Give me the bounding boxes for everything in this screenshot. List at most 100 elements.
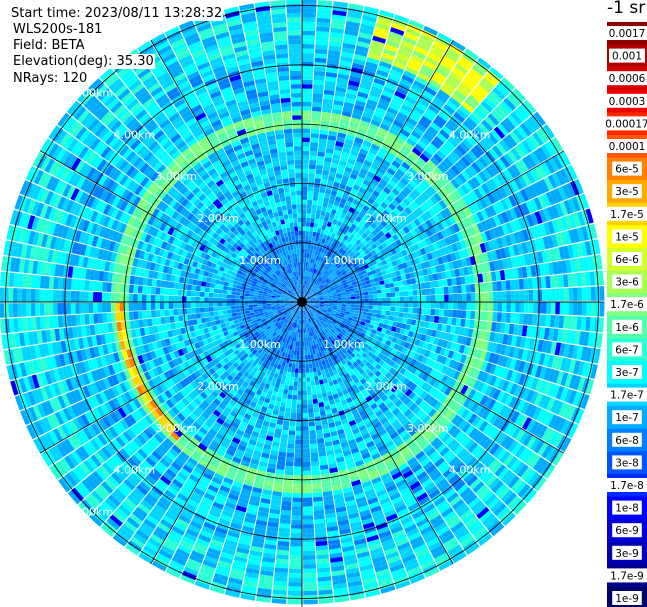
- range-bin: [307, 190, 314, 196]
- range-bin: [366, 315, 372, 321]
- range-bin: [451, 202, 460, 213]
- range-bin: [355, 298, 360, 302]
- range-bin: [313, 407, 320, 413]
- range-bin: [448, 294, 454, 302]
- range-bin: [559, 302, 565, 315]
- range-bin: [388, 127, 400, 136]
- range-bin: [371, 229, 378, 237]
- range-bin: [307, 195, 313, 201]
- range-bin: [312, 200, 318, 206]
- range-bin: [302, 497, 313, 503]
- range-bin: [442, 55, 457, 67]
- range-bin: [317, 151, 326, 157]
- range-bin: [306, 298, 311, 301]
- range-bin: [373, 77, 386, 86]
- range-bin: [312, 483, 322, 489]
- range-bin: [364, 65, 377, 74]
- range-bin: [421, 166, 431, 176]
- range-bin: [488, 205, 497, 217]
- range-bin: [581, 302, 587, 316]
- range-bin: [389, 287, 395, 293]
- range-bin: [436, 240, 443, 249]
- range-bin: [360, 183, 369, 191]
- range-bin: [323, 230, 329, 236]
- range-bin: [393, 207, 401, 216]
- range-bin: [531, 182, 542, 197]
- range-bin: [422, 149, 433, 160]
- range-bin: [308, 240, 312, 245]
- range-bin: [402, 234, 410, 242]
- range-bin: [375, 22, 391, 31]
- range-bin: [389, 27, 405, 36]
- range-bin: [507, 166, 518, 179]
- range-bin: [323, 249, 329, 255]
- range-bin: [477, 185, 487, 197]
- range-bin: [509, 279, 516, 291]
- range-bin: [289, 376, 295, 382]
- range-bin: [419, 204, 428, 213]
- range-bin: [354, 292, 360, 297]
- range-bin: [318, 379, 324, 385]
- range-bin: [493, 107, 507, 120]
- range-bin: [557, 186, 568, 201]
- range-bin: [532, 132, 544, 146]
- range-bin: [471, 110, 484, 122]
- range-bin: [294, 453, 302, 458]
- range-bin: [372, 201, 380, 209]
- range-bin: [506, 302, 512, 313]
- range-bin: [337, 273, 343, 278]
- range-bin: [404, 95, 417, 106]
- range-bin: [314, 523, 326, 529]
- range-bin: [279, 523, 291, 529]
- range-bin: [322, 275, 328, 280]
- range-bin: [316, 282, 321, 287]
- range-bin: [411, 313, 417, 320]
- range-bin: [595, 286, 600, 301]
- range-bin: [302, 479, 312, 485]
- range-bin: [384, 315, 390, 321]
- range-bin: [397, 132, 408, 142]
- range-bin: [353, 273, 359, 279]
- range-bin: [376, 216, 384, 224]
- range-bin: [281, 433, 289, 440]
- range-bin: [284, 411, 291, 417]
- range-bin: [523, 186, 534, 200]
- range-bin: [340, 277, 346, 282]
- range-bin: [302, 293, 304, 298]
- range-bin: [293, 479, 302, 485]
- range-bin: [306, 208, 312, 214]
- range-bin: [442, 316, 448, 325]
- range-bin: [412, 176, 421, 186]
- range-bin: [325, 287, 331, 292]
- range-bin: [394, 184, 403, 193]
- range-bin: [320, 125, 330, 131]
- range-bin: [404, 296, 409, 302]
- range-bin: [316, 433, 324, 440]
- range-bin: [312, 278, 316, 283]
- range-bin: [397, 212, 406, 221]
- range-bin: [560, 150, 571, 166]
- range-bin: [429, 156, 440, 167]
- range-bin: [486, 70, 501, 84]
- range-bin: [435, 302, 440, 309]
- range-bin: [305, 235, 309, 241]
- range-bin: [432, 224, 441, 233]
- range-bin: [437, 111, 450, 122]
- range-bin: [466, 293, 471, 302]
- range-bin: [365, 258, 372, 264]
- range-bin: [595, 302, 600, 317]
- range-bin: [303, 546, 316, 552]
- range-bin: [341, 175, 350, 182]
- range-bin: [358, 32, 373, 40]
- range-bin: [402, 99, 415, 109]
- range-bin: [290, 537, 302, 543]
- range-bin: [343, 240, 350, 247]
- range-bin: [312, 487, 322, 493]
- range-bin: [383, 48, 397, 57]
- range-bin: [406, 154, 417, 164]
- range-bin: [277, 545, 290, 551]
- range-bin: [359, 148, 369, 156]
- range-bin: [416, 314, 422, 321]
- range-bin: [487, 282, 493, 292]
- range-bin: [368, 167, 378, 175]
